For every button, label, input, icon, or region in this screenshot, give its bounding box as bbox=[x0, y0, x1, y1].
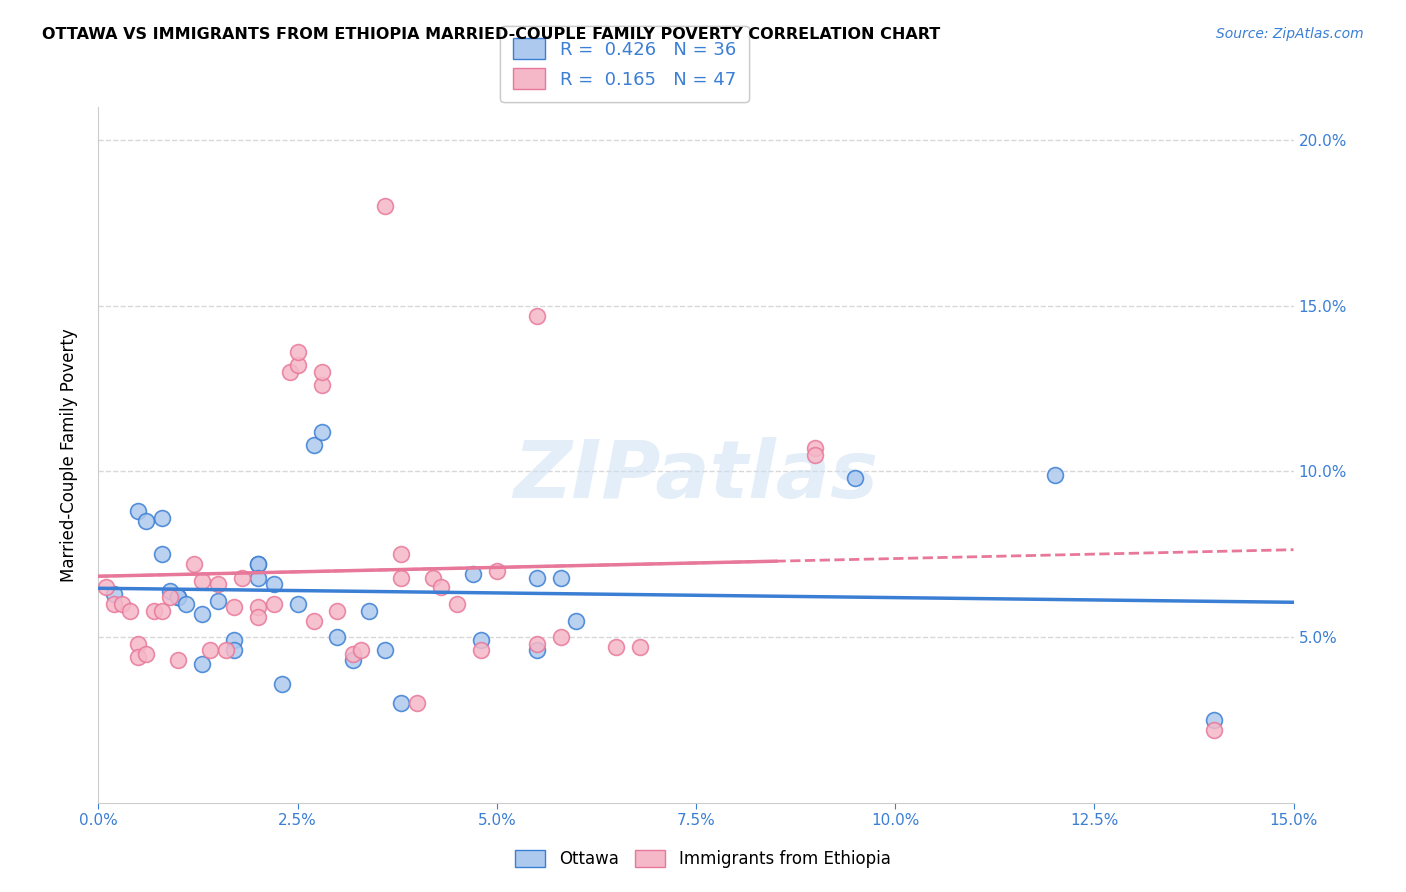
Point bbox=[526, 570, 548, 584]
Point bbox=[263, 577, 285, 591]
Point bbox=[406, 697, 429, 711]
Text: ZIPatlas: ZIPatlas bbox=[513, 437, 879, 515]
Point bbox=[311, 425, 333, 439]
Point bbox=[215, 643, 238, 657]
Point bbox=[246, 570, 269, 584]
Point bbox=[191, 657, 214, 671]
Point bbox=[183, 558, 205, 572]
Point bbox=[374, 199, 396, 213]
Y-axis label: Married-Couple Family Poverty: Married-Couple Family Poverty bbox=[59, 328, 77, 582]
Point bbox=[804, 448, 827, 462]
Point bbox=[287, 345, 309, 359]
Point bbox=[446, 597, 468, 611]
Point bbox=[246, 558, 269, 572]
Point bbox=[389, 547, 412, 561]
Point bbox=[605, 640, 627, 654]
Point bbox=[198, 643, 221, 657]
Point bbox=[103, 597, 125, 611]
Point bbox=[565, 614, 588, 628]
Point bbox=[470, 633, 492, 648]
Point bbox=[103, 587, 125, 601]
Point bbox=[143, 604, 166, 618]
Point bbox=[150, 511, 173, 525]
Point bbox=[526, 637, 548, 651]
Point bbox=[120, 604, 142, 618]
Point bbox=[389, 697, 412, 711]
Point bbox=[278, 365, 301, 379]
Point bbox=[804, 442, 827, 456]
Point bbox=[1202, 713, 1225, 727]
Point bbox=[191, 574, 214, 588]
Point bbox=[422, 570, 444, 584]
Point bbox=[207, 593, 229, 607]
Point bbox=[389, 570, 412, 584]
Point bbox=[127, 637, 149, 651]
Point bbox=[135, 514, 157, 528]
Point bbox=[302, 614, 325, 628]
Point bbox=[222, 600, 245, 615]
Point bbox=[159, 591, 181, 605]
Point bbox=[550, 630, 572, 644]
Point bbox=[207, 577, 229, 591]
Point bbox=[461, 567, 484, 582]
Point bbox=[246, 610, 269, 624]
Point bbox=[844, 471, 866, 485]
Point bbox=[311, 365, 333, 379]
Point bbox=[167, 653, 190, 667]
Point bbox=[222, 643, 245, 657]
Point bbox=[485, 564, 508, 578]
Point bbox=[167, 591, 190, 605]
Point bbox=[359, 604, 381, 618]
Point bbox=[174, 597, 197, 611]
Point bbox=[1043, 467, 1066, 482]
Point bbox=[430, 581, 453, 595]
Point bbox=[550, 570, 572, 584]
Point bbox=[135, 647, 157, 661]
Point bbox=[326, 630, 349, 644]
Text: OTTAWA VS IMMIGRANTS FROM ETHIOPIA MARRIED-COUPLE FAMILY POVERTY CORRELATION CHA: OTTAWA VS IMMIGRANTS FROM ETHIOPIA MARRI… bbox=[42, 27, 941, 42]
Point bbox=[263, 597, 285, 611]
Point bbox=[342, 653, 364, 667]
Point bbox=[342, 647, 364, 661]
Point bbox=[246, 558, 269, 572]
Point bbox=[222, 633, 245, 648]
Legend: Ottawa, Immigrants from Ethiopia: Ottawa, Immigrants from Ethiopia bbox=[509, 843, 897, 875]
Point bbox=[470, 643, 492, 657]
Point bbox=[159, 583, 181, 598]
Point bbox=[150, 604, 173, 618]
Point bbox=[311, 378, 333, 392]
Point bbox=[127, 504, 149, 518]
Point bbox=[287, 359, 309, 373]
Point bbox=[374, 643, 396, 657]
Point bbox=[111, 597, 134, 611]
Point bbox=[167, 591, 190, 605]
Legend: R =  0.426   N = 36, R =  0.165   N = 47: R = 0.426 N = 36, R = 0.165 N = 47 bbox=[501, 26, 748, 102]
Point bbox=[350, 643, 373, 657]
Point bbox=[191, 607, 214, 621]
Text: Source: ZipAtlas.com: Source: ZipAtlas.com bbox=[1216, 27, 1364, 41]
Point bbox=[302, 438, 325, 452]
Point bbox=[127, 650, 149, 665]
Point bbox=[326, 604, 349, 618]
Point bbox=[287, 597, 309, 611]
Point bbox=[231, 570, 253, 584]
Point bbox=[150, 547, 173, 561]
Point bbox=[96, 581, 118, 595]
Point bbox=[526, 643, 548, 657]
Point bbox=[270, 676, 292, 690]
Point bbox=[628, 640, 651, 654]
Point bbox=[246, 600, 269, 615]
Point bbox=[1202, 723, 1225, 737]
Point bbox=[526, 309, 548, 323]
